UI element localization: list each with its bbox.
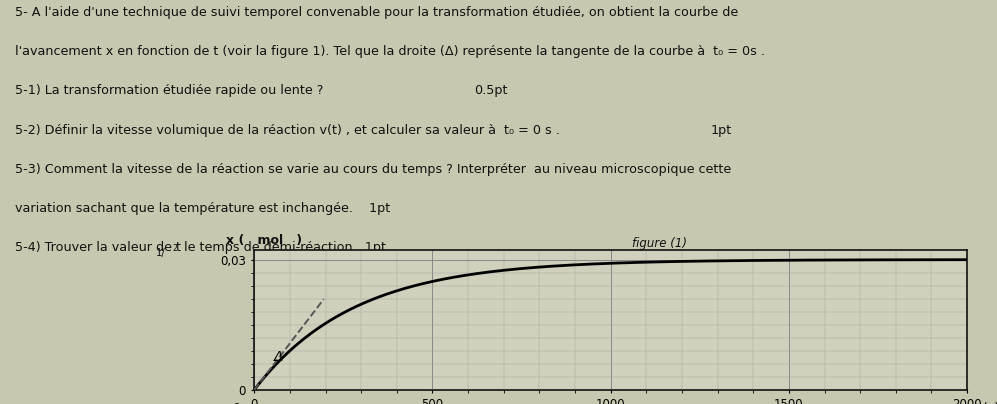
Text: 0.5pt: 0.5pt — [474, 84, 507, 97]
Text: 0: 0 — [232, 402, 240, 404]
Text: le temps de demi-réaction.  1pt: le temps de demi-réaction. 1pt — [179, 241, 386, 254]
Text: 2: 2 — [172, 244, 177, 253]
Text: 5-4) Trouver la valeur de t: 5-4) Trouver la valeur de t — [15, 241, 180, 254]
Text: 5-1) La transformation étudiée rapide ou lente ?: 5-1) La transformation étudiée rapide ou… — [15, 84, 323, 97]
Text: 1pt: 1pt — [711, 124, 732, 137]
Text: 5- A l'aide d'une technique de suivi temporel convenable pour la transformation : 5- A l'aide d'une technique de suivi tem… — [15, 6, 738, 19]
Text: variation sachant que la température est inchangée.    1pt: variation sachant que la température est… — [15, 202, 390, 215]
Text: x (   mol   ): x ( mol ) — [225, 234, 302, 247]
Text: l'avancement x en fonction de t (voir la figure 1). Tel que la droite (Δ) représ: l'avancement x en fonction de t (voir la… — [15, 45, 765, 58]
Text: 5-3) Comment la vitesse de la réaction se varie au cours du temps ? Interpréter : 5-3) Comment la vitesse de la réaction s… — [15, 163, 731, 176]
Text: figure (1): figure (1) — [632, 236, 687, 250]
Text: t (s): t (s) — [974, 402, 997, 404]
Text: Δ: Δ — [274, 350, 283, 364]
Text: 5-2) Définir la vitesse volumique de la réaction v(t) , et calculer sa valeur à : 5-2) Définir la vitesse volumique de la … — [15, 124, 559, 137]
Text: 1/: 1/ — [157, 248, 166, 259]
